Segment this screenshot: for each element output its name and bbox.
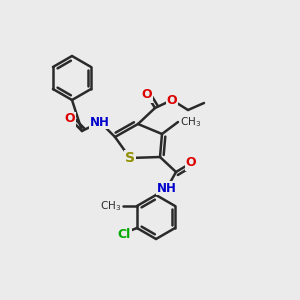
Text: NH: NH <box>90 116 110 128</box>
Text: O: O <box>186 157 196 169</box>
Text: O: O <box>65 112 75 125</box>
Text: Cl: Cl <box>117 229 130 242</box>
Text: CH$_3$: CH$_3$ <box>180 115 201 129</box>
Text: NH: NH <box>157 182 177 194</box>
Text: S: S <box>125 151 135 165</box>
Text: O: O <box>167 94 177 106</box>
Text: O: O <box>142 88 152 101</box>
Text: CH$_3$: CH$_3$ <box>100 199 121 213</box>
